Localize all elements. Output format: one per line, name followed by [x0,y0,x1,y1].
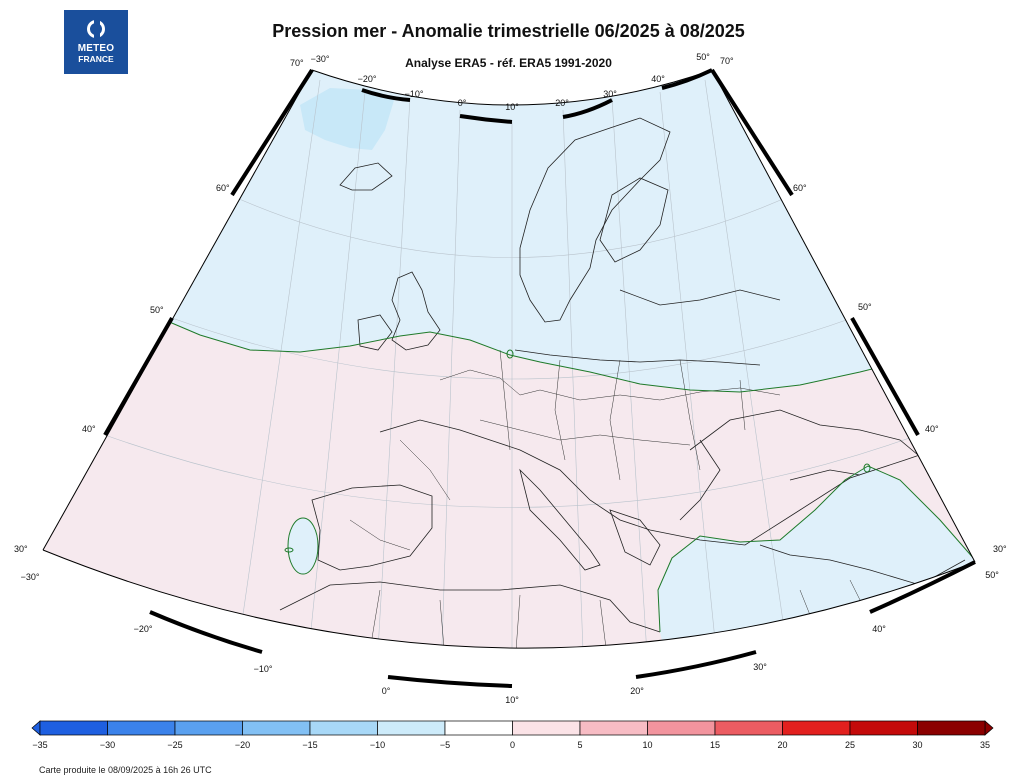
longitude-labels: −30° −20° −10° 0° 10° 20° 30° 40° 50° −3… [21,52,1000,705]
zero-contours [159,317,975,633]
colorbar-min-arrow [31,720,41,736]
lon-label-top-neg20: −20° [358,74,377,84]
logo-text-france: FRANCE [78,54,114,64]
lat-label-right-30: 30° [993,544,1007,554]
colorbar: −35 −30 −25 −20 −15 −10 −5 0 5 10 15 20 25 30 35 [31,720,994,750]
colorbar-segment [647,720,716,736]
colorbar-tick-label: 30 [912,740,922,750]
lat-label-left-60: 60° [216,183,230,193]
logo-c-icon [87,20,105,38]
colorbar-tick-label: 0 [510,740,515,750]
strong-negative-anomaly-area [300,88,395,150]
anomaly-fields [43,70,975,649]
colorbar-tick-label: 35 [980,740,990,750]
colorbar-segment [107,720,176,736]
colorbar-segment [444,720,513,736]
lon-label-top-0: 0° [458,98,467,108]
colorbar-segment [714,720,783,736]
colorbar-segment [174,720,243,736]
lon-label-bottom-neg20: −20° [134,624,153,634]
map-subtitle: Analyse ERA5 - réf. ERA5 1991-2020 [405,56,612,70]
lon-label-top-neg30: −30° [311,54,330,64]
lon-label-bottom-neg10: −10° [254,664,273,674]
colorbar-tick-label: −10 [370,740,385,750]
lon-label-bottom-40: 40° [872,624,886,634]
lat-label-left-40: 40° [82,424,96,434]
lon-label-bottom-30: 30° [753,662,767,672]
colorbar-segment [579,720,648,736]
colorbar-tick-label: 10 [642,740,652,750]
colorbar-tick-label: 25 [845,740,855,750]
colorbar-max-arrow [984,720,994,736]
colorbar-tick-label: −20 [235,740,250,750]
colorbar-segment [242,720,311,736]
colorbar-segment [917,720,986,736]
lat-label-right-50: 50° [858,302,872,312]
lon-label-top-neg10: −10° [405,89,424,99]
lat-label-left-50: 50° [150,305,164,315]
lat-label-right-40: 40° [925,424,939,434]
lat-label-right-70: 70° [720,56,734,66]
colorbar-segment [512,720,581,736]
negative-anomaly-cell-atlantic [288,518,318,574]
lon-label-bottom-0: 0° [382,686,391,696]
lon-label-bottom-50: 50° [985,570,999,580]
colorbar-tick-label: 5 [577,740,582,750]
meteo-france-logo: METEO FRANCE [64,10,128,74]
colorbar-segment [309,720,378,736]
colorbar-tick-label: −30 [100,740,115,750]
lat-label-left-70: 70° [290,58,304,68]
footer-caption: Carte produite le 08/09/2025 à 16h 26 UT… [39,765,212,775]
lat-label-left-30: 30° [14,544,28,554]
colorbar-tick-label: −15 [302,740,317,750]
lon-label-top-10: 10° [505,102,519,112]
colorbar-tick-label: −35 [32,740,47,750]
colorbar-segment [39,720,108,736]
lon-label-bottom-20: 20° [630,686,644,696]
colorbar-tick-label: −5 [440,740,450,750]
colorbar-tick-label: 15 [710,740,720,750]
lat-label-right-60: 60° [793,183,807,193]
graticule [104,79,919,649]
map-title: Pression mer - Anomalie trimestrielle 06… [272,21,745,41]
latitude-labels: 70° 60° 50° 40° 30° 70° 60° 50° 40° 30° [14,56,1007,554]
colorbar-tick-label: 20 [777,740,787,750]
colorbar-segment [782,720,851,736]
lon-label-top-40: 40° [651,74,665,84]
negative-anomaly-area-east-med [658,466,975,649]
logo-text-meteo: METEO [77,43,115,54]
lon-label-bottom-neg30: −30° [21,572,40,582]
lon-label-top-30: 30° [603,89,617,99]
colorbar-segment [849,720,918,736]
lon-label-top-50: 50° [696,52,710,62]
map-frame [42,68,976,688]
colorbar-tick-label: −25 [167,740,182,750]
lon-label-top-20: 20° [555,98,569,108]
lon-label-bottom-10: 10° [505,695,519,705]
colorbar-segment [377,720,446,736]
